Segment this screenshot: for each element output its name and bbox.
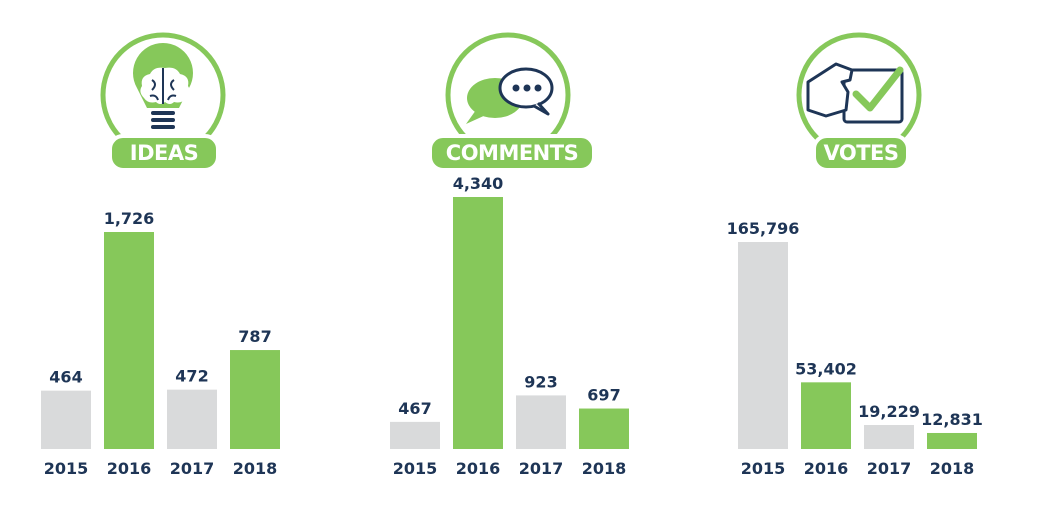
comments-year-label-2018: 2018 bbox=[582, 459, 627, 478]
comments-bar-2015 bbox=[390, 421, 440, 449]
ideas-bar-2015 bbox=[41, 390, 91, 449]
comments-value-label-2018: 697 bbox=[587, 386, 620, 405]
ideas-value-label-2016: 1,726 bbox=[104, 209, 155, 228]
ideas-title: IDEAS bbox=[129, 141, 199, 165]
votes-year-label-2017: 2017 bbox=[867, 459, 912, 478]
comments-value-label-2015: 467 bbox=[398, 399, 431, 418]
comments-badge bbox=[445, 32, 571, 158]
comments-bar-chart: 467 2015 4,340 2016 923 2017 697 2018 bbox=[390, 174, 629, 478]
ideas-title-pill: IDEAS bbox=[108, 134, 220, 172]
votes-badge bbox=[796, 32, 922, 158]
votes-bar-chart: 165,796 2015 53,402 2016 19,229 2017 12,831 201… bbox=[727, 219, 983, 478]
lightbulb-brain-icon bbox=[133, 43, 194, 129]
votes-value-label-2016: 53,402 bbox=[795, 359, 857, 378]
ideas-year-label-2016: 2016 bbox=[107, 459, 152, 478]
votes-year-label-2018: 2018 bbox=[930, 459, 975, 478]
ideas-bar-chart: 464 2015 1,726 2016 472 2017 787 2018 bbox=[41, 209, 280, 478]
ideas-bar-2017 bbox=[167, 389, 217, 449]
votes-title: VOTES bbox=[823, 141, 899, 165]
ideas-badge bbox=[100, 32, 226, 158]
comments-year-label-2015: 2015 bbox=[393, 459, 438, 478]
comments-bar-2016 bbox=[453, 197, 503, 449]
comments-value-label-2016: 4,340 bbox=[453, 174, 504, 193]
hand-ballot-checkmark-icon bbox=[806, 62, 904, 124]
votes-value-label-2015: 165,796 bbox=[727, 219, 800, 238]
comments-bar-2018 bbox=[579, 408, 629, 449]
votes-year-label-2015: 2015 bbox=[741, 459, 786, 478]
comments-year-label-2016: 2016 bbox=[456, 459, 501, 478]
votes-year-label-2016: 2016 bbox=[804, 459, 849, 478]
ideas-year-label-2015: 2015 bbox=[44, 459, 89, 478]
comments-value-label-2017: 923 bbox=[524, 372, 557, 391]
votes-bar-2018 bbox=[927, 432, 977, 449]
ideas-panel: IDEAS 464 2015 1,726 2016 472 2017 787 2018 bbox=[0, 0, 348, 523]
ideas-bar-2016 bbox=[104, 232, 154, 449]
comments-title-pill: COMMENTS bbox=[428, 134, 596, 172]
votes-bar-2017 bbox=[864, 424, 914, 449]
votes-bar-2015 bbox=[738, 242, 788, 449]
speech-bubbles-icon bbox=[466, 67, 554, 124]
ideas-year-label-2017: 2017 bbox=[170, 459, 215, 478]
ideas-bar-2018 bbox=[230, 350, 280, 449]
comments-bar-2017 bbox=[516, 395, 566, 449]
comments-year-label-2017: 2017 bbox=[519, 459, 564, 478]
ideas-year-label-2018: 2018 bbox=[233, 459, 278, 478]
ideas-value-label-2018: 787 bbox=[238, 327, 271, 346]
votes-value-label-2017: 19,229 bbox=[858, 402, 920, 421]
ideas-value-label-2015: 464 bbox=[49, 368, 82, 387]
votes-panel: VOTES 165,796 2015 53,402 2016 19,229 2017 12,… bbox=[696, 0, 1044, 523]
comments-panel: COMMENTS 467 2015 4,340 2016 923 2017 697 2018 bbox=[348, 0, 696, 523]
votes-bar-2016 bbox=[801, 382, 851, 449]
ideas-value-label-2017: 472 bbox=[175, 367, 208, 386]
votes-value-label-2018: 12,831 bbox=[921, 410, 983, 429]
votes-title-pill: VOTES bbox=[812, 134, 910, 172]
comments-title: COMMENTS bbox=[445, 141, 579, 165]
